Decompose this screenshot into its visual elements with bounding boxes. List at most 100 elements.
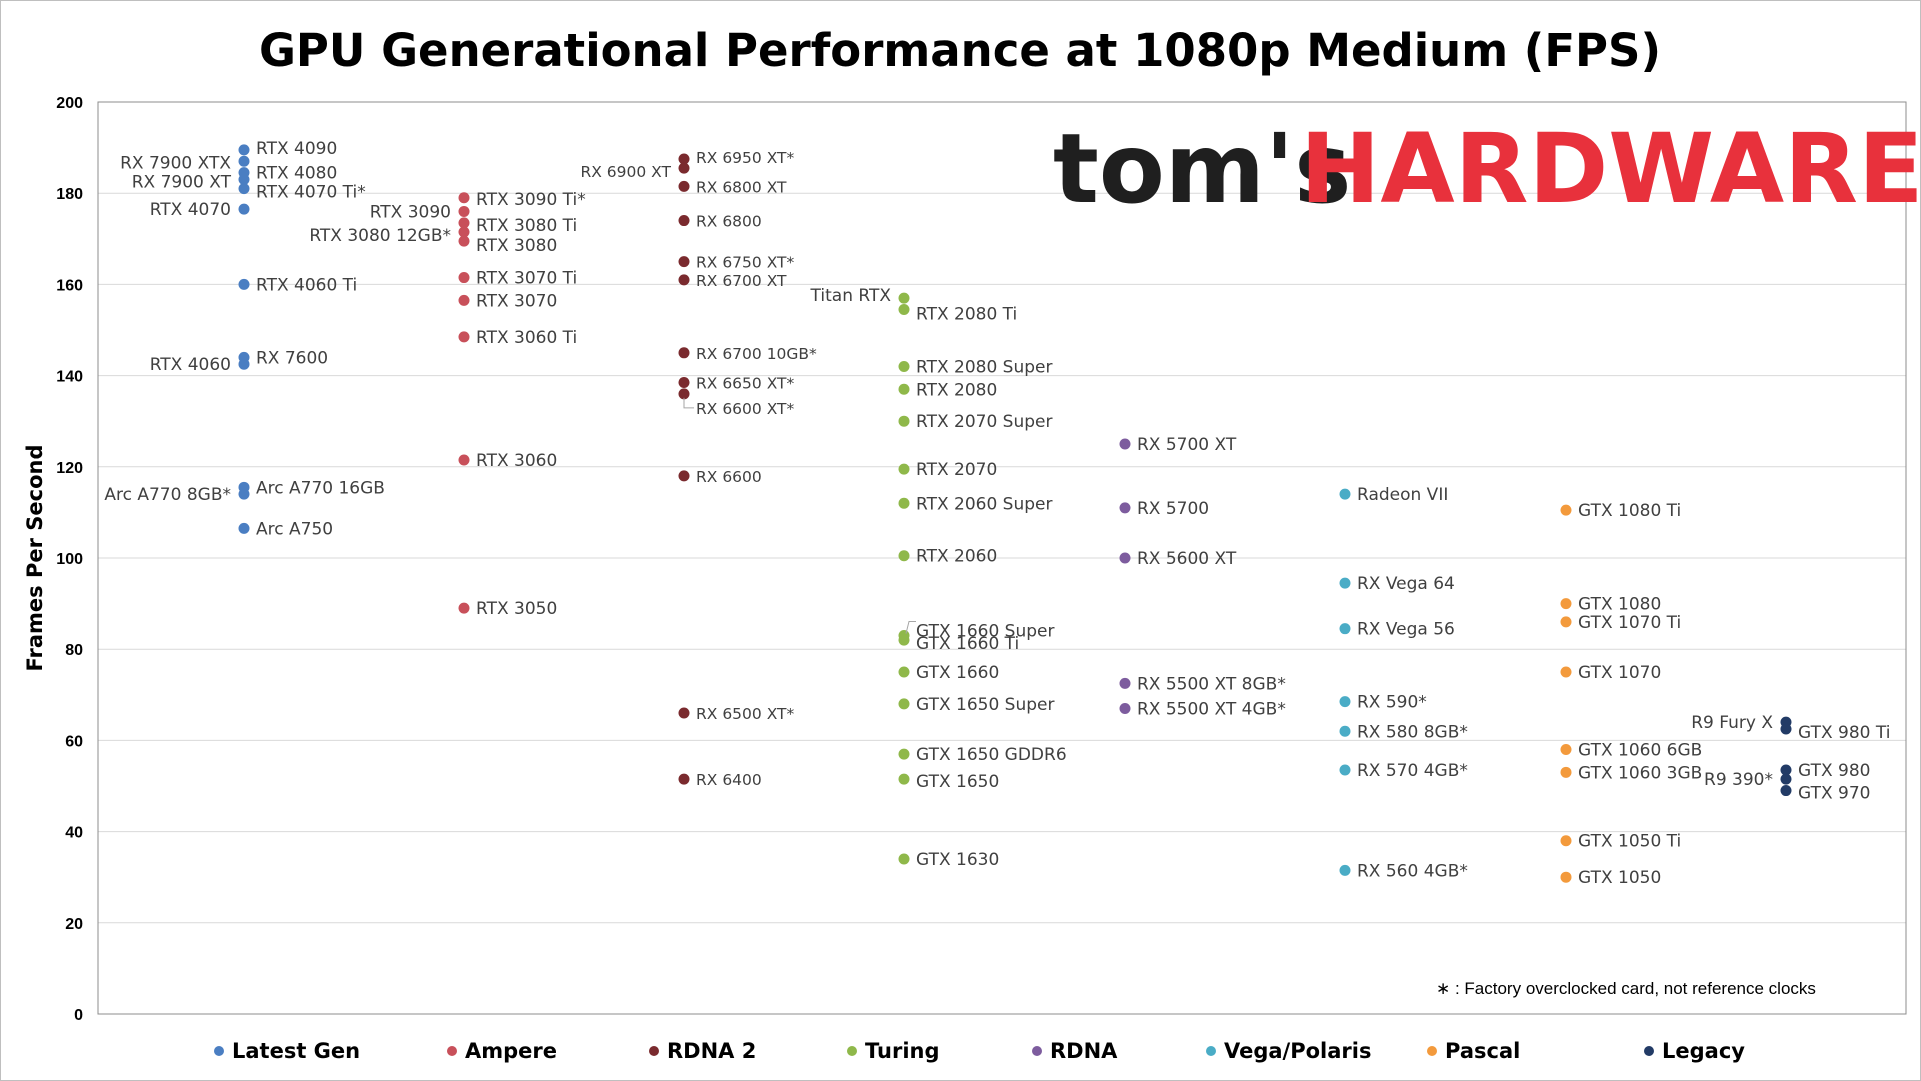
point-rtx-3090 [458, 205, 470, 217]
label-gtx-1080: GTX 1080 [1578, 595, 1661, 615]
label-rx-5500-xt-8gb: RX 5500 XT 8GB* [1137, 674, 1286, 694]
label-rx-590: RX 590* [1357, 693, 1427, 713]
point-r9-390 [1780, 773, 1792, 785]
point-rtx-2070-super [898, 415, 910, 427]
label-rtx-3070-ti: RTX 3070 Ti [476, 269, 577, 289]
point-rx-570-4gb [1339, 764, 1351, 776]
label-rtx-3080-12gb: RTX 3080 12GB* [309, 226, 451, 246]
label-rtx-2070-super: RTX 2070 Super [916, 412, 1052, 432]
label-rx-580-8gb: RX 580 8GB* [1357, 722, 1468, 742]
label-rx-560-4gb: RX 560 4GB* [1357, 861, 1468, 881]
chart-title: GPU Generational Performance at 1080p Me… [259, 24, 1661, 77]
label-rtx-3090: RTX 3090 [370, 202, 451, 222]
legend-marker-turing [847, 1046, 857, 1056]
label-rx-6500-xt: RX 6500 XT* [696, 705, 795, 723]
point-rtx-2070 [898, 463, 910, 475]
plot-area-border [97, 101, 1907, 1015]
y-tick-label-140: 140 [56, 369, 83, 386]
point-gtx-1660-ti [898, 634, 910, 646]
label-rx-6650-xt: RX 6650 XT* [696, 374, 795, 392]
y-tick-label-0: 0 [74, 1007, 83, 1024]
point-rx-6700-10gb [678, 347, 690, 359]
label-rx-7600: RX 7600 [256, 348, 328, 368]
data-labels: RTX 4090 RX 7900 XTX RTX 4080 RX 7900 XT RTX… [104, 139, 1890, 888]
label-rx-vega-56: RX Vega 56 [1357, 620, 1455, 640]
leader-rx-6600-xt [683, 397, 694, 409]
label-rtx-4070-ti: RTX 4070 Ti* [256, 183, 366, 203]
label-rtx-3080-ti: RTX 3080 Ti [476, 216, 577, 236]
legend-label-legacy: Legacy [1662, 1039, 1745, 1063]
point-rx-vega-64 [1339, 577, 1351, 589]
label-rx-5700-xt: RX 5700 XT [1137, 435, 1237, 455]
point-gtx-1050-ti [1560, 835, 1572, 847]
point-rx-5500-xt-4gb [1119, 702, 1131, 714]
legend-label-vega-polaris: Vega/Polaris [1224, 1039, 1371, 1063]
legend-label-turing: Turing [865, 1039, 940, 1063]
y-tick-label-80: 80 [65, 642, 83, 659]
point-rtx-3060 [458, 454, 470, 466]
label-rtx-2080: RTX 2080 [916, 380, 997, 400]
point-gtx-1070 [1560, 666, 1572, 678]
point-rx-590 [1339, 696, 1351, 708]
legend-label-pascal: Pascal [1445, 1039, 1520, 1063]
label-rtx-4080: RTX 4080 [256, 164, 337, 184]
point-rtx-4090 [238, 144, 250, 156]
legend-label-ampere: Ampere [465, 1039, 557, 1063]
point-rx-560-4gb [1339, 864, 1351, 876]
label-rx-6950-xt: RX 6950 XT* [696, 149, 795, 167]
point-rtx-3070-ti [458, 272, 470, 284]
point-rtx-3080 [458, 235, 470, 247]
point-rtx-4070-ti [238, 183, 250, 195]
label-rx-6900-xt: RX 6900 XT [580, 163, 671, 181]
label-gtx-980: GTX 980 [1798, 761, 1870, 781]
label-rtx-2080-super: RTX 2080 Super [916, 357, 1052, 377]
y-axis-label: Frames Per Second [23, 445, 47, 672]
brand-logo: tom's HARDWARE [1053, 113, 1921, 225]
logo-hardware-text: HARDWARE [1300, 113, 1921, 225]
label-r9-390: R9 390* [1704, 770, 1773, 790]
label-rtx-2060: RTX 2060 [916, 547, 997, 567]
label-gtx-1650: GTX 1650 [916, 772, 999, 792]
point-gtx-1060-6gb [1560, 744, 1572, 756]
point-rx-vega-56 [1339, 623, 1351, 635]
point-rtx-3050 [458, 602, 470, 614]
label-rx-6700-10gb: RX 6700 10GB* [696, 345, 817, 363]
label-rx-5600-xt: RX 5600 XT [1137, 549, 1237, 569]
point-rx-6600 [678, 470, 690, 482]
point-rx-6400 [678, 773, 690, 785]
label-gtx-1080-ti: GTX 1080 Ti [1578, 501, 1681, 521]
point-rtx-2080-super [898, 360, 910, 372]
label-gtx-1050: GTX 1050 [1578, 868, 1661, 888]
leader-gtx-1660-super [905, 621, 916, 634]
legend-marker-ampere [447, 1046, 457, 1056]
label-rtx-4060: RTX 4060 [150, 355, 231, 375]
label-rtx-3080: RTX 3080 [476, 236, 557, 256]
point-rtx-4060-ti [238, 278, 250, 290]
legend: Latest Gen Ampere RDNA 2 Turing RDNA Vega/Pol… [214, 1039, 1745, 1063]
point-rx-6800-xt [678, 180, 690, 192]
data-points [238, 144, 1792, 883]
point-rtx-3080-12gb [458, 226, 470, 238]
label-gtx-1060-3gb: GTX 1060 3GB [1578, 763, 1702, 783]
point-rtx-2060 [898, 550, 910, 562]
label-rx-6600: RX 6600 [696, 468, 762, 486]
point-rx-6600-xt [678, 388, 690, 400]
y-tick-label-200: 200 [56, 95, 83, 112]
point-rx-5500-xt-8gb [1119, 677, 1131, 689]
legend-marker-legacy [1644, 1046, 1654, 1056]
point-rx-580-8gb [1339, 725, 1351, 737]
y-tick-label-120: 120 [56, 460, 83, 477]
point-rtx-4070 [238, 203, 250, 215]
label-rtx-2070: RTX 2070 [916, 460, 997, 480]
point-gtx-1070-ti [1560, 616, 1572, 628]
point-rtx-3090-ti [458, 192, 470, 204]
point-rx-6650-xt [678, 376, 690, 388]
point-rtx-4060 [238, 358, 250, 370]
point-gtx-1650-gddr6 [898, 748, 910, 760]
label-rx-7900-xtx: RX 7900 XTX [120, 153, 231, 173]
point-rx-5600-xt [1119, 552, 1131, 564]
point-arc-a770-8gb [238, 488, 250, 500]
legend-marker-rdna-2 [649, 1046, 659, 1056]
label-rx-6800: RX 6800 [696, 213, 762, 231]
point-rx-6950-xt [678, 153, 690, 165]
